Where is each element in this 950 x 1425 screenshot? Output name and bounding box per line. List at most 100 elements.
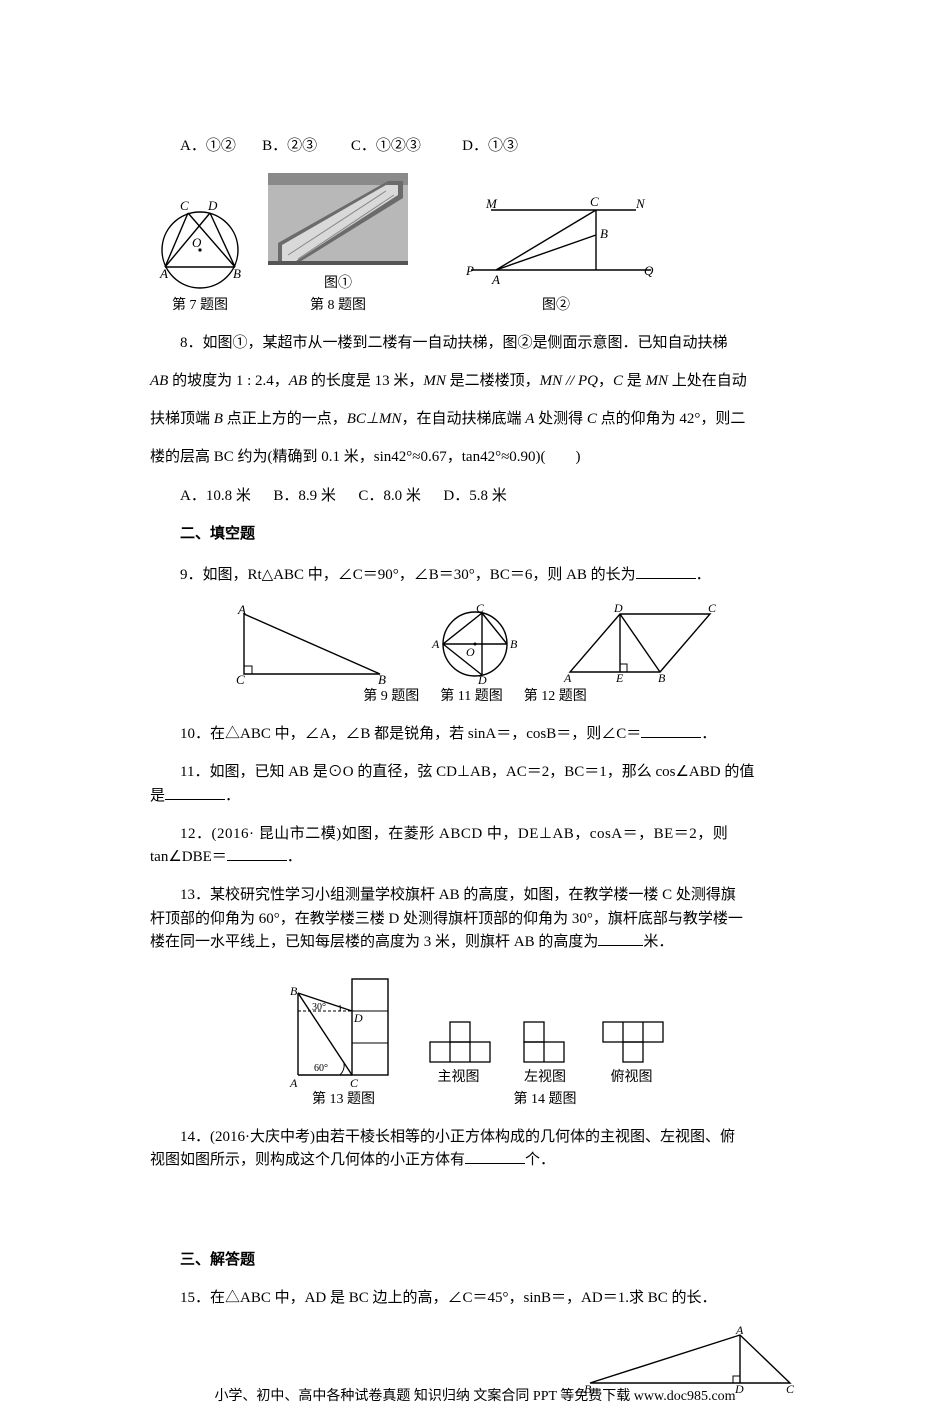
q9-p: ． <box>696 567 711 583</box>
fig-row-13-14: A B C D 60° 30° 第 13 题图 主视图 <box>150 969 800 1111</box>
fig7-cap: 第 7 题图 <box>150 295 250 317</box>
q12l1: 12．(2016· 昆山市二模)如图，在菱形 ABCD 中，DE⊥AB，cosA… <box>150 823 800 846</box>
q10a: 10．在△ABC 中，∠A，∠B 都是锐角，若 sinA＝，cosB＝，则∠C＝ <box>180 726 641 742</box>
q13-blank <box>598 931 643 946</box>
q9-text: 9．如图，Rt△ABC 中，∠C＝90°，∠B＝30°，BC＝6，则 AB 的长… <box>150 564 800 587</box>
fig11-C: C <box>476 602 485 615</box>
q8-l2h: ， <box>598 373 613 389</box>
q11-blank <box>165 785 225 800</box>
q11l2: 是． <box>150 785 800 808</box>
q12c: ． <box>287 849 302 865</box>
q10b: ． <box>701 726 716 742</box>
q8-l3b: B <box>214 411 223 427</box>
fig7-wrap: A B C D O 第 7 题图 <box>150 195 250 317</box>
q14l2: 视图如图所示，则构成这个几何体的小正方体有个． <box>150 1149 800 1172</box>
q12-blank <box>227 847 287 862</box>
q8-options: A．10.8 米 B．8.9 米 C．8.0 米 D．5.8 米 <box>150 485 800 508</box>
fig9-C: C <box>236 672 245 684</box>
q7-optA: A．①② <box>180 138 236 154</box>
section-2-heading: 二、填空题 <box>150 523 800 546</box>
q13c: 楼在同一水平线上，已知每层楼的高度为 3 米，则旗杆 AB 的高度为 <box>150 934 598 950</box>
fig14-zuo-cap: 左视图 <box>518 1067 573 1089</box>
fig8-photo-cap: 图① <box>268 273 408 295</box>
fig7-C: C <box>180 198 189 213</box>
fig11-A: A <box>431 637 440 651</box>
q8-l2f: 是二楼楼顶， <box>446 373 540 389</box>
fig14-wrap: 主视图 左视图 俯视图 第 14 题图 <box>424 1012 667 1110</box>
cap9: 第 9 题图 <box>363 689 419 704</box>
fig12-A: A <box>563 671 572 684</box>
q8-l2l: 上处在自动 <box>668 373 747 389</box>
q15: 15．在△ABC 中，AD 是 BC 边上的高，∠C＝45°，sinB＝，AD＝… <box>150 1287 800 1310</box>
q8-line3: 扶梯顶端 B 点正上方的一点，BC⊥MN，在自动扶梯底端 A 处测得 C 点的仰… <box>150 408 800 431</box>
fig14-fu: 俯视图 <box>597 1012 667 1089</box>
q7-optC: C．①②③ <box>351 138 421 154</box>
q8-l3f: A <box>525 411 534 427</box>
fig9-B: B <box>378 672 386 684</box>
q11c: ． <box>225 788 240 804</box>
fig7-B: B <box>233 266 241 281</box>
q14b: 视图如图所示，则构成这个几何体的小正方体有 <box>150 1152 465 1168</box>
q8-l3c: 点正上方的一点， <box>223 411 347 427</box>
q8-l2d: 的长度是 13 米， <box>307 373 423 389</box>
fig11-svg: C A B O D <box>420 602 530 684</box>
fig14-zhu-svg <box>424 1012 494 1067</box>
fig8-cap: 第 8 题图 <box>268 295 408 317</box>
fig8-photo-wrap: 图① 第 8 题图 <box>268 173 408 316</box>
q13l2: 杆顶部的仰角为 60°，在教学楼三楼 D 处测得旗杆顶部的仰角为 30°，旗杆底… <box>150 908 800 931</box>
q8-l3d: BC⊥MN <box>347 411 402 427</box>
fig7-O: O <box>192 235 202 250</box>
fig7-svg: A B C D O <box>150 195 250 295</box>
q14l1: 14．(2016·大庆中考)由若干棱长相等的小正方体构成的几何体的主视图、左视图… <box>150 1126 800 1149</box>
q14-blank <box>465 1150 525 1165</box>
q8-optA: A．10.8 米 <box>180 488 251 504</box>
q10-blank <box>641 724 701 739</box>
fig8-M: M <box>485 196 498 211</box>
q8-line2: AB 的坡度为 1 : 2.4，AB 的长度是 13 米，MN 是二楼楼顶，MN… <box>150 370 800 393</box>
fig13-B: B <box>290 984 298 998</box>
fig12-E: E <box>615 671 624 684</box>
fig11-D: D <box>477 673 487 684</box>
q8-l2j: 是 <box>623 373 646 389</box>
fig-row-9-11-12: A B C C A B O D A E B D C <box>150 602 800 684</box>
fig13-cap: 第 13 题图 <box>284 1089 404 1111</box>
fig13-wrap: A B C D 60° 30° 第 13 题图 <box>284 969 404 1111</box>
fig8-N: N <box>635 196 646 211</box>
q8-optD: D．5.8 米 <box>443 488 506 504</box>
fig9-svg: A B C <box>230 602 390 684</box>
fig8-svg: M C N B P A Q <box>456 195 656 295</box>
q7-optD: D．①③ <box>462 138 518 154</box>
fig12-D: D <box>613 602 623 615</box>
q8-l3h: C <box>587 411 597 427</box>
fig13-C: C <box>350 1076 359 1089</box>
q11b: 是 <box>150 788 165 804</box>
fig13-60: 60° <box>314 1063 328 1074</box>
q8-l2a: AB <box>150 373 168 389</box>
fig8-photo <box>268 173 408 273</box>
q8-l2b: 的坡度为 1 : 2.4， <box>168 373 288 389</box>
fig13-30: 30° <box>312 1002 326 1013</box>
q8-line1: 8．如图①，某超市从一楼到二楼有一自动扶梯，图②是侧面示意图．已知自动扶梯 <box>150 332 800 355</box>
cap12: 第 12 题图 <box>524 689 587 704</box>
q8-l2c: AB <box>289 373 307 389</box>
q8-l2i: C <box>613 373 623 389</box>
fig14-cap: 第 14 题图 <box>424 1089 667 1111</box>
fig8-A: A <box>491 272 500 287</box>
section-3-heading: 三、解答题 <box>150 1249 800 1272</box>
fig12-C: C <box>708 602 717 615</box>
q8-optB: B．8.9 米 <box>273 488 336 504</box>
q9-a: 9．如图，Rt△ABC 中，∠C＝90°，∠B＝30°，BC＝6，则 AB 的长… <box>180 567 636 583</box>
page-footer: 小学、初中、高中各种试卷真题 知识归纳 文案合同 PPT 等免费下载 www.d… <box>0 1386 950 1408</box>
fig13-D: D <box>353 1011 363 1025</box>
q13d: 米． <box>643 934 673 950</box>
q8-l3g: 处测得 <box>534 411 587 427</box>
fig14-fu-cap: 俯视图 <box>597 1067 667 1089</box>
q9-blank <box>636 565 696 580</box>
q10: 10．在△ABC 中，∠A，∠B 都是锐角，若 sinA＝，cosB＝，则∠C＝… <box>150 723 800 746</box>
fig12-B: B <box>658 671 666 684</box>
fig14-fu-svg <box>597 1012 667 1067</box>
q13l3: 楼在同一水平线上，已知每层楼的高度为 3 米，则旗杆 AB 的高度为 米． <box>150 931 800 954</box>
q12l2: tan∠DBE＝． <box>150 846 800 869</box>
fig13-svg: A B C D 60° 30° <box>284 969 404 1089</box>
fig-row-7-8: A B C D O 第 7 题图 图① 第 8 题图 M <box>150 173 800 316</box>
